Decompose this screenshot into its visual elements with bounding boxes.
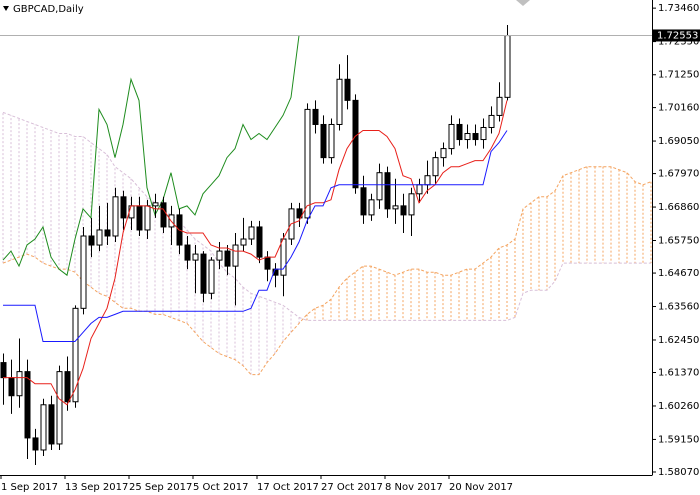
x-tick-label: 13 Sep 2017 — [65, 482, 128, 493]
candle-body — [400, 205, 407, 216]
candle-body — [440, 148, 447, 159]
chart-title: GBPCAD,Daily — [13, 4, 84, 15]
candle-body — [384, 172, 391, 210]
candle-body — [136, 205, 143, 231]
y-tick-label: 1.67970 — [658, 169, 699, 180]
y-tick-label: 1.62450 — [658, 335, 699, 346]
candle-body — [88, 235, 95, 246]
candle-body — [312, 108, 319, 125]
candle-body — [232, 244, 239, 267]
candle-body — [336, 78, 343, 125]
candle-body — [160, 202, 167, 228]
candle-body — [240, 238, 247, 246]
y-tick-label: 1.64670 — [658, 268, 699, 279]
y-tick-label: 1.70160 — [658, 103, 699, 114]
candle-body — [40, 404, 47, 451]
candle-body — [360, 187, 367, 216]
candle-body — [376, 172, 383, 201]
candle-body — [472, 133, 479, 141]
candle-body — [408, 193, 415, 216]
y-tick-label: 1.58070 — [658, 467, 699, 478]
candle-body — [104, 229, 111, 237]
candle-body — [296, 208, 303, 219]
candle-body — [16, 371, 23, 397]
tenkan-sen — [3, 100, 508, 406]
current-price-label: 1.72553 — [657, 30, 698, 41]
y-tick-label: 1.66860 — [658, 202, 699, 213]
y-tick-label: 1.60260 — [658, 401, 699, 412]
symbol-menu-icon[interactable] — [3, 6, 9, 11]
y-tick-label: 1.59150 — [658, 434, 699, 445]
x-tick-label: 27 Oct 2017 — [321, 482, 383, 493]
candle-body — [56, 371, 63, 445]
y-tick-label: 1.63560 — [658, 302, 699, 313]
candle-body — [64, 371, 71, 403]
kijun-sen — [3, 130, 508, 342]
y-tick-label: 1.73460 — [658, 3, 699, 14]
candle-body — [368, 199, 375, 216]
candle-body — [416, 184, 423, 195]
candle-body — [424, 175, 431, 186]
senkou-span-b — [2, 111, 651, 321]
candle-body — [256, 226, 263, 258]
y-tick-label: 1.69050 — [658, 136, 699, 147]
shift-marker[interactable] — [516, 0, 530, 6]
candle-body — [48, 404, 55, 445]
candle-body — [456, 123, 463, 141]
candle-body — [392, 205, 399, 210]
candle-body — [96, 229, 103, 246]
x-tick-label: 1 Sep 2017 — [1, 482, 58, 493]
candle-body — [448, 123, 455, 150]
candle-body — [328, 123, 335, 159]
candle-body — [304, 108, 311, 219]
candle-body — [8, 377, 15, 397]
candle-body — [144, 205, 151, 231]
candle-body — [200, 253, 207, 294]
y-tick-label: 1.65750 — [658, 236, 699, 247]
candle-body — [264, 256, 271, 270]
candle-body — [344, 78, 351, 101]
x-tick-label: 20 Nov 2017 — [449, 482, 513, 493]
candle-body — [152, 202, 159, 207]
x-tick-label: 8 Nov 2017 — [385, 482, 443, 493]
candle-body — [504, 35, 511, 98]
candle-body — [192, 253, 199, 261]
y-tick-label: 1.72350 — [658, 37, 699, 48]
candle-body — [488, 114, 495, 128]
candle-body — [120, 196, 127, 219]
candle-body — [208, 259, 215, 294]
candle-body — [480, 126, 487, 141]
candle-body — [112, 196, 119, 237]
candle-body — [280, 238, 287, 276]
candle-body — [320, 123, 327, 159]
y-tick-label: 1.61370 — [658, 368, 699, 379]
plot-area — [0, 25, 652, 466]
candle-body — [496, 96, 503, 116]
x-tick-label: 25 Sep 2017 — [129, 482, 192, 493]
candle-body — [184, 244, 191, 261]
candle-body — [32, 437, 39, 451]
current-price-tag — [653, 29, 700, 42]
candle-body — [224, 250, 231, 267]
senkou-span-a — [2, 166, 652, 376]
candle-body — [80, 235, 87, 309]
chikou-span — [2, 35, 300, 277]
candle-body — [24, 371, 31, 439]
candle-body — [352, 99, 359, 189]
x-tick-label: 5 Oct 2017 — [193, 482, 248, 493]
candle-body — [464, 133, 471, 141]
x-tick-label: 17 Oct 2017 — [257, 482, 319, 493]
candle-body — [0, 362, 7, 379]
candle-body — [432, 157, 439, 177]
y-tick-label: 1.71250 — [658, 70, 699, 81]
candle-body — [72, 307, 79, 403]
candle-body — [248, 226, 255, 240]
candle-body — [216, 250, 223, 261]
